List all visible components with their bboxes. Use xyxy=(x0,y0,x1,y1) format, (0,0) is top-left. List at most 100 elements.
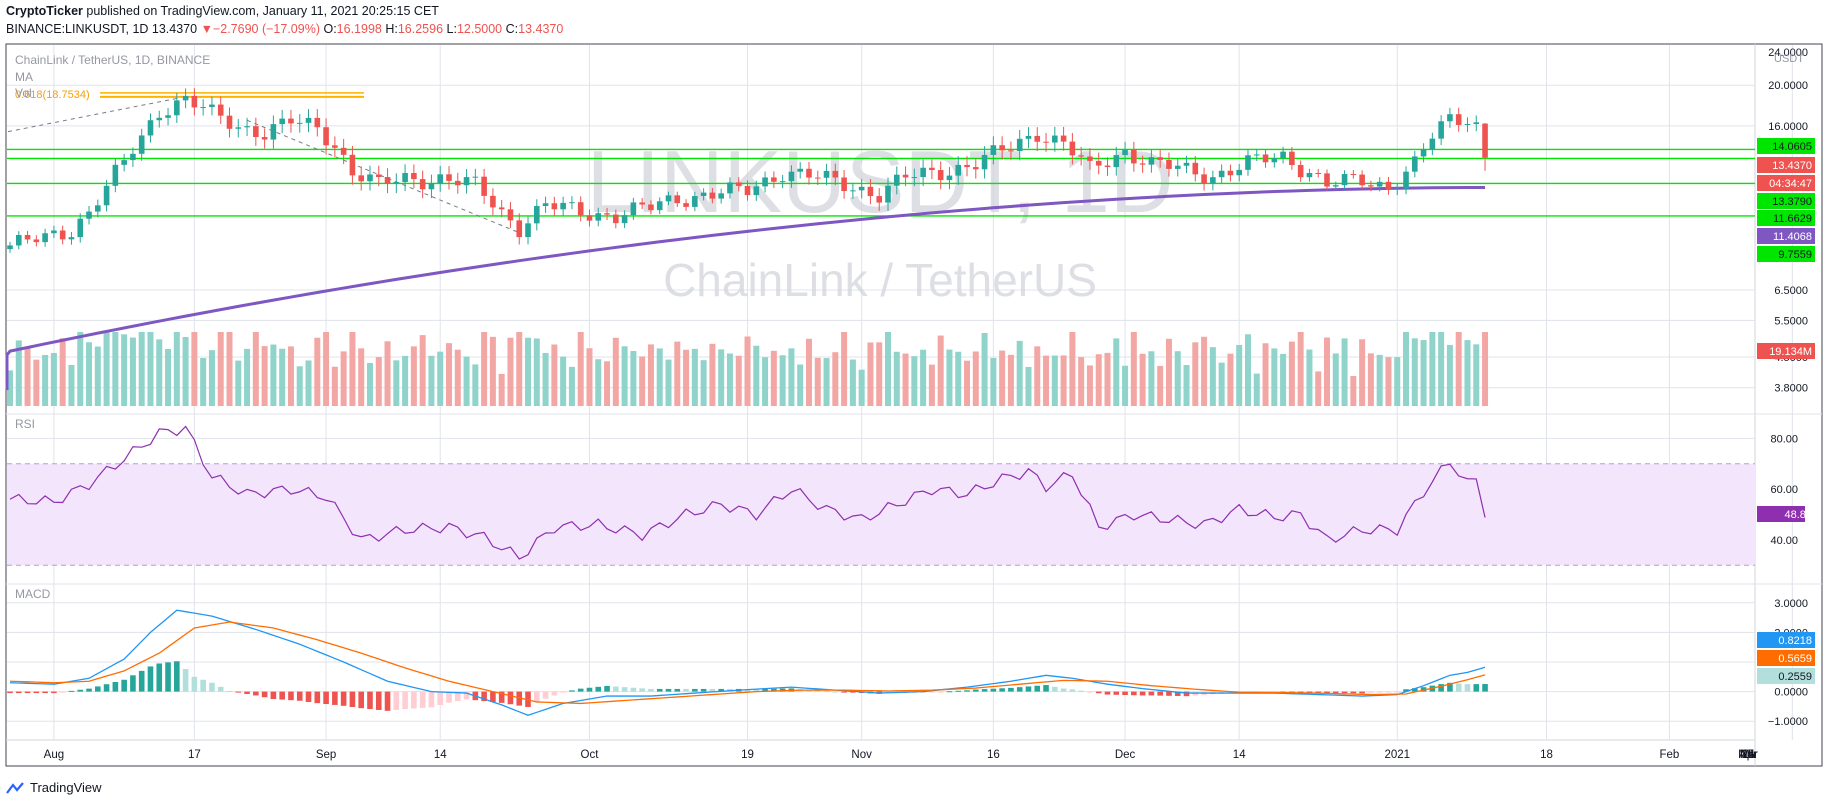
brand-name[interactable]: TradingView xyxy=(30,780,102,795)
price-tag-label: 11.4068 xyxy=(1773,231,1812,243)
price-tag-bg xyxy=(1757,193,1815,209)
macd-histogram-bar xyxy=(279,691,285,700)
volume-bar xyxy=(990,357,997,406)
candle-body xyxy=(727,182,733,194)
fib-retracement[interactable]: 0.618(18.7534) xyxy=(7,89,520,234)
candle-body xyxy=(1087,156,1093,161)
candle-body xyxy=(51,230,57,234)
macd-histogram-bar xyxy=(446,691,452,703)
volume-bar xyxy=(867,342,874,406)
volume-bar xyxy=(472,364,479,406)
candle-body xyxy=(867,186,874,197)
macd-histogram-bar xyxy=(411,691,417,709)
volume-bar xyxy=(920,349,927,406)
volume-bar xyxy=(665,359,672,406)
price-tag-label: 0.8218 xyxy=(1778,635,1812,647)
price-axis[interactable]: 24.000020.000016.00006.50005.50004.50003… xyxy=(1757,47,1815,728)
candle-body xyxy=(937,170,944,181)
symbol: BINANCE:LINKUSDT xyxy=(6,22,126,36)
price-tag: 11.6629 xyxy=(1757,210,1815,226)
price-tick-label: 6.5000 xyxy=(1774,285,1808,297)
macd-histogram-bar xyxy=(613,686,619,692)
candle-body xyxy=(332,145,338,148)
price-tag-bg xyxy=(1757,650,1815,666)
time-axis[interactable]: Aug 17 Sep 14 Oct 19 Nov 16 Dec 14 2021 18 Feb 15Mar1… xyxy=(44,749,1758,761)
candle-body xyxy=(217,104,224,116)
volume-bar xyxy=(797,364,804,406)
macd-histogram-bar xyxy=(560,691,566,693)
macd-histogram-bar xyxy=(77,689,84,692)
pane-title-vol: Vol xyxy=(15,86,32,100)
macd-histogram-bar xyxy=(1350,691,1357,694)
candle-body xyxy=(665,195,672,202)
candle-body xyxy=(314,117,321,128)
price-tag-bg xyxy=(1757,210,1815,226)
volume-bar xyxy=(1394,357,1401,406)
price-tag-bg xyxy=(1757,157,1815,173)
macd-histogram-bar xyxy=(226,691,233,693)
rsi-tick-label: 80.00 xyxy=(1770,433,1798,445)
macd-histogram-bar xyxy=(156,663,163,692)
macd-histogram-bar xyxy=(103,684,110,692)
volume-bar xyxy=(77,332,84,406)
volume-bar xyxy=(568,366,575,406)
candle-body xyxy=(1482,123,1488,158)
volume-bar xyxy=(1174,351,1181,406)
rsi-tick-label: 40.00 xyxy=(1770,535,1798,547)
candle-body xyxy=(1078,155,1084,157)
volume-bar xyxy=(1429,332,1436,406)
time-tick-label: Dec xyxy=(1115,749,1136,761)
price-tag: 11.4068 xyxy=(1757,228,1815,244)
high-label: H: xyxy=(385,22,398,36)
volume-bar xyxy=(1113,338,1120,406)
candle-body xyxy=(1043,141,1049,143)
volume-bar xyxy=(832,352,839,406)
price-tag: 14.0605 xyxy=(1757,138,1815,154)
macd-histogram-bar xyxy=(1473,684,1480,692)
volume-bar xyxy=(419,335,426,406)
time-tick-label: Aug xyxy=(44,749,64,761)
volume-bar xyxy=(33,359,40,406)
macd-histogram-bar xyxy=(551,691,558,696)
volume-bar xyxy=(454,349,461,406)
macd-histogram-bar xyxy=(42,691,48,694)
horizontal-levels[interactable] xyxy=(7,148,1755,217)
candle-body xyxy=(586,215,593,221)
price-tag-label: 48.82 xyxy=(1784,509,1812,521)
volume-bar xyxy=(50,353,57,406)
volume-bar xyxy=(1473,344,1480,406)
candle-body xyxy=(893,174,900,186)
macd-histogram-bar xyxy=(1438,684,1444,692)
macd-histogram-bar xyxy=(323,691,329,705)
macd-histogram-bar xyxy=(1087,691,1093,693)
volume-bar xyxy=(103,332,110,406)
candle-body xyxy=(1139,163,1146,165)
macd-pane xyxy=(7,609,1488,716)
candle-body xyxy=(1429,138,1436,149)
rsi-pane xyxy=(7,425,1755,566)
price-tag-label: 9.7559 xyxy=(1778,249,1812,261)
volume-bar xyxy=(173,332,180,406)
candle-body xyxy=(1359,174,1365,186)
candle-body xyxy=(551,203,558,210)
macd-histogram-bar xyxy=(929,691,935,693)
macd-histogram-bar xyxy=(15,691,22,694)
candle-body xyxy=(876,196,883,203)
volume-bar xyxy=(577,332,584,406)
volume-bar xyxy=(560,356,567,406)
volume-bar xyxy=(15,340,22,406)
candle-body xyxy=(1376,181,1383,187)
macd-histogram-bar xyxy=(814,690,821,692)
candle-body xyxy=(595,213,602,221)
volume-bar xyxy=(735,355,742,406)
candle-body xyxy=(542,203,549,207)
volume-bar xyxy=(1165,338,1172,406)
candle-body xyxy=(296,122,303,124)
volume-bar xyxy=(1438,332,1445,406)
publisher-name[interactable]: CryptoTicker xyxy=(6,4,83,18)
candle-body xyxy=(95,205,101,212)
volume-bar xyxy=(208,350,215,406)
candle-body xyxy=(814,177,821,179)
candle-body xyxy=(1368,185,1374,187)
